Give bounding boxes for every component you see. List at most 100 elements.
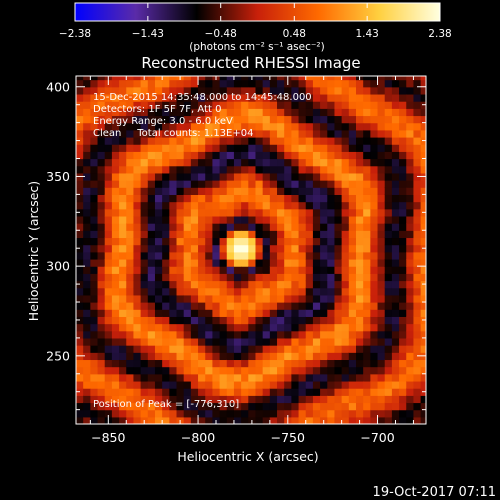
heatmap-cell [269,380,278,389]
heatmap-cell [205,165,214,174]
heatmap-cell [212,309,221,317]
heatmap-cell [399,309,407,317]
heatmap-cell [284,151,292,160]
heatmap-cell [205,93,214,102]
heatmap-cell [140,409,149,418]
heatmap-cell [406,115,415,124]
heatmap-cell [262,76,271,81]
heatmap-cell [327,115,336,124]
heatmap-cell [233,244,242,253]
heatmap-cell [298,101,307,109]
heatmap-cell [140,330,149,339]
heatmap-cell [341,180,350,188]
heatmap-cell [277,352,285,361]
heatmap-cell [190,93,199,102]
heatmap-cell [147,251,156,260]
heatmap-cell [212,273,221,282]
heatmap-cell [413,302,422,310]
colorbar-tick-label: −1.43 [132,28,164,40]
heatmap-cell [205,330,214,339]
heatmap-cell [370,237,379,246]
heatmap-cell [312,345,321,353]
heatmap-cell [277,194,285,203]
heatmap-cell [126,402,135,411]
heatmap-cell [111,223,120,231]
heatmap-cell [219,302,228,310]
heatmap-cell [327,352,336,361]
heatmap-cell [226,287,235,296]
heatmap-cell [119,309,127,317]
heatmap-cell [169,129,178,138]
heatmap-cell [377,251,386,260]
heatmap-cells [76,76,426,424]
heatmap-cell [327,230,336,239]
heatmap-cell [269,201,278,210]
heatmap-cell [377,359,386,368]
heatmap-cell [133,129,142,138]
heatmap-cell [399,287,407,296]
heatmap-cell [255,280,264,289]
heatmap-cell [140,395,149,404]
heatmap-cell [133,158,142,167]
heatmap-cell [312,136,321,145]
heatmap-cell [162,352,170,361]
heatmap-cell [406,136,415,145]
heatmap-cell [291,409,300,418]
heatmap-cell [176,273,185,282]
heatmap-cell [370,302,379,310]
heatmap-cell [370,359,379,368]
heatmap-cell [348,108,357,117]
heatmap-cell [212,215,221,224]
heatmap-cell [205,266,214,274]
heatmap-cell [284,373,292,382]
heatmap-cell [406,122,415,131]
heatmap-cell [183,194,192,203]
heatmap-cell [356,316,364,325]
heatmap-cell [176,101,185,109]
heatmap-cell [219,359,228,368]
heatmap-cell [334,158,343,167]
heatmap-cell [140,86,149,95]
heatmap-cell [391,187,400,195]
colorbar-tick-label: −0.48 [205,28,237,40]
heatmap-cell [190,266,199,274]
heatmap-cell [119,151,127,160]
heatmap-cell [76,416,84,424]
heatmap-cell [291,266,300,274]
heatmap-cell [111,172,120,181]
heatmap-cell [391,402,400,411]
heatmap-cell [406,323,415,332]
heatmap-cell [111,237,120,246]
heatmap-cell [90,187,99,195]
heatmap-cell [140,294,149,303]
heatmap-cell [162,122,170,131]
heatmap-cell [262,151,271,160]
heatmap-cell [327,302,336,310]
heatmap-cell [320,208,328,217]
heatmap-cell [154,144,163,152]
heatmap-cell [176,402,185,411]
heatmap-cell [262,258,271,267]
heatmap-cell [363,330,371,339]
heatmap-cell [154,165,163,174]
heatmap-cell [399,294,407,303]
heatmap-cell [334,115,343,124]
heatmap-cell [391,158,400,167]
heatmap-cell [370,395,379,404]
heatmap-cell [190,302,199,310]
heatmap-cell [248,187,257,195]
heatmap-cell [219,323,228,332]
heatmap-cell [284,136,292,145]
heatmap-cell [356,223,364,231]
heatmap-cell [83,294,91,303]
heatmap-cell [269,180,278,188]
heatmap-cell [384,359,393,368]
heatmap-cell [248,237,257,246]
heatmap-cell [169,86,178,95]
heatmap-cell [126,76,135,81]
heatmap-cell [312,122,321,131]
heatmap-cell [169,151,178,160]
heatmap-cell [226,330,235,339]
heatmap-cell [111,215,120,224]
heatmap-cell [298,237,307,246]
